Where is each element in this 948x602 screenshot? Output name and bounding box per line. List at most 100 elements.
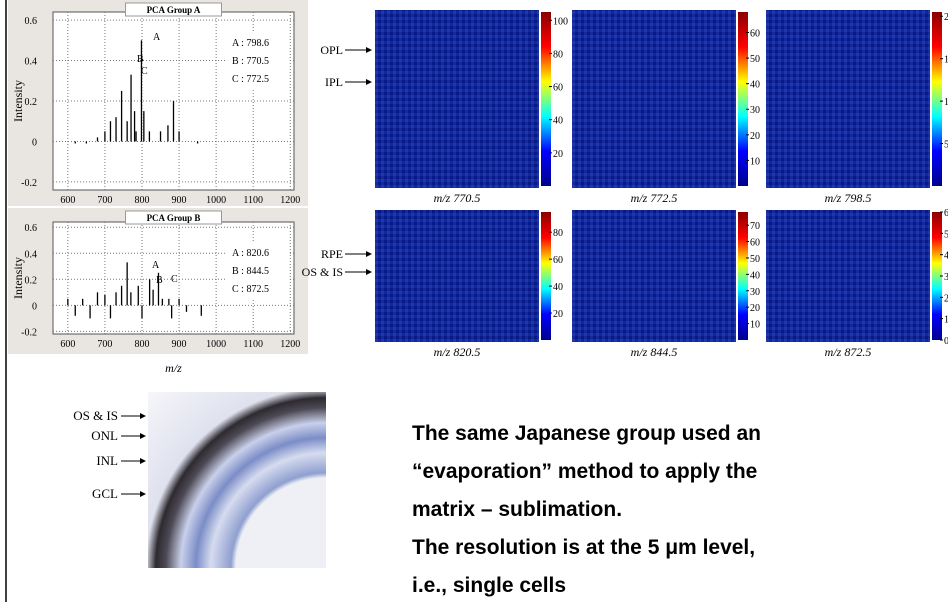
image-caption: m/z 772.5	[631, 191, 678, 205]
y-tick-label: 0.6	[25, 223, 38, 234]
histology-label: ONL	[91, 428, 118, 443]
arrow-head	[140, 458, 146, 464]
x-tick-label: 700	[97, 339, 112, 350]
colorbar-tick-label: 50	[944, 140, 948, 151]
body-text: The same Japanese group used an	[412, 422, 761, 445]
arrow-head	[366, 47, 372, 53]
annotation: B : 844.5	[232, 266, 269, 277]
x-tick-label: 1200	[280, 339, 300, 350]
slide: 6007008009001000110012000.60.40.20-0.2PC…	[0, 0, 948, 602]
colorbar-tick-label: 50	[750, 254, 760, 265]
colorbar-tick-label: 60	[750, 238, 760, 249]
x-tick-label: 1100	[243, 339, 263, 350]
colorbar-tick-label: 30	[750, 105, 760, 116]
arrow-head	[140, 433, 146, 439]
x-tick-label: 700	[97, 195, 112, 206]
x-tick-label: 900	[172, 195, 187, 206]
peak-label: C	[141, 66, 148, 77]
y-tick-label: 0.6	[25, 16, 38, 27]
y-tick-label: -0.2	[21, 178, 37, 189]
row-label: RPE	[321, 247, 343, 261]
x-tick-label: 1100	[243, 195, 263, 206]
y-tick-label: 0	[32, 137, 37, 148]
arrow-head	[366, 269, 372, 275]
image-caption: m/z 770.5	[434, 191, 481, 205]
colorbar-tick-label: 50	[750, 54, 760, 65]
peak-label: B	[137, 54, 144, 65]
colorbar-tick-label: 20	[750, 303, 760, 314]
x-tick-label: 1200	[280, 195, 300, 206]
body-text: matrix – sublimation.	[412, 498, 622, 521]
histology-label: OS & IS	[73, 408, 118, 423]
arrow-head	[140, 413, 146, 419]
body-text: i.e., single cells	[412, 574, 566, 597]
x-tick-label: 800	[134, 195, 149, 206]
row-label: IPL	[325, 75, 343, 89]
colorbar-tick-label: 200	[944, 12, 948, 23]
plot-title: PCA Group B	[147, 213, 201, 223]
colorbar-tick-label: 100	[553, 16, 568, 27]
colorbar-tick-label: 30	[750, 287, 760, 298]
image-caption: m/z 820.5	[434, 345, 481, 359]
colorbar-tick-label: 10	[750, 320, 760, 331]
colorbar-tick-label: 60	[553, 255, 563, 266]
x-tick-label: 1000	[206, 195, 226, 206]
colorbar-tick-label: 80	[553, 49, 563, 60]
colorbar-tick-label: 40	[750, 270, 760, 281]
x-axis-label: m/z	[165, 361, 182, 375]
x-tick-label: 600	[60, 339, 75, 350]
colorbar-tick-label: 70	[750, 221, 760, 232]
colorbar-tick-label: 20	[553, 309, 563, 320]
y-tick-label: 0	[32, 301, 37, 312]
y-axis-label: Intensity	[11, 257, 25, 299]
annotation: B : 770.5	[232, 56, 269, 67]
colorbar-tick-label: 40	[944, 251, 948, 262]
x-tick-label: 800	[134, 339, 149, 350]
peak-label: A	[152, 260, 160, 271]
colorbar-tick-label: 30	[944, 272, 948, 283]
y-tick-label: 0.4	[25, 249, 38, 260]
colorbar-tick-label: 150	[944, 55, 948, 66]
colorbar-tick-label: 60	[750, 28, 760, 39]
annotation: A : 798.6	[232, 38, 269, 49]
row-label: OS & IS	[302, 265, 343, 279]
colorbar-tick-label: 100	[944, 97, 948, 108]
histology-label: INL	[96, 453, 118, 468]
y-tick-label: 0.2	[25, 97, 38, 108]
colorbar-tick-label: 40	[553, 116, 563, 127]
arrow-head	[140, 491, 146, 497]
row-label: OPL	[320, 43, 343, 57]
colorbar-tick-label: 20	[553, 149, 563, 160]
arrow-head	[366, 251, 372, 257]
x-tick-label: 900	[172, 339, 187, 350]
image-caption: m/z 798.5	[825, 191, 872, 205]
arrow-head	[366, 79, 372, 85]
peak-label: B	[156, 275, 163, 286]
annotation: C : 872.5	[232, 284, 269, 295]
y-tick-label: -0.2	[21, 327, 37, 338]
colorbar-tick-label: 10	[944, 315, 948, 326]
colorbar-tick-label: 80	[553, 228, 563, 239]
colorbar-tick-label: 10	[750, 156, 760, 167]
y-axis-label: Intensity	[11, 80, 25, 122]
body-text: The resolution is at the 5 μm level,	[412, 536, 755, 559]
colorbar-tick-label: 40	[553, 282, 563, 293]
colorbar-tick-label: 20	[944, 293, 948, 304]
colorbar-tick-label: 60	[944, 208, 948, 219]
colorbar-tick-label: 0	[944, 336, 948, 347]
slide-graphics: 6007008009001000110012000.60.40.20-0.2PC…	[0, 0, 948, 602]
colorbar-tick-label: 50	[944, 229, 948, 240]
annotation: A : 820.6	[232, 248, 269, 259]
colorbar-tick-label: 60	[553, 83, 563, 94]
annotation: C : 772.5	[232, 74, 269, 85]
x-tick-label: 1000	[206, 339, 226, 350]
peak-label: A	[153, 32, 161, 43]
colorbar-tick-label: 40	[750, 80, 760, 91]
histology-label: GCL	[92, 486, 118, 501]
peak-label: C	[171, 274, 178, 285]
plot-title: PCA Group A	[147, 5, 201, 15]
image-caption: m/z 844.5	[631, 345, 678, 359]
image-caption: m/z 872.5	[825, 345, 872, 359]
y-tick-label: 0.2	[25, 275, 38, 286]
y-tick-label: 0.4	[25, 57, 38, 68]
